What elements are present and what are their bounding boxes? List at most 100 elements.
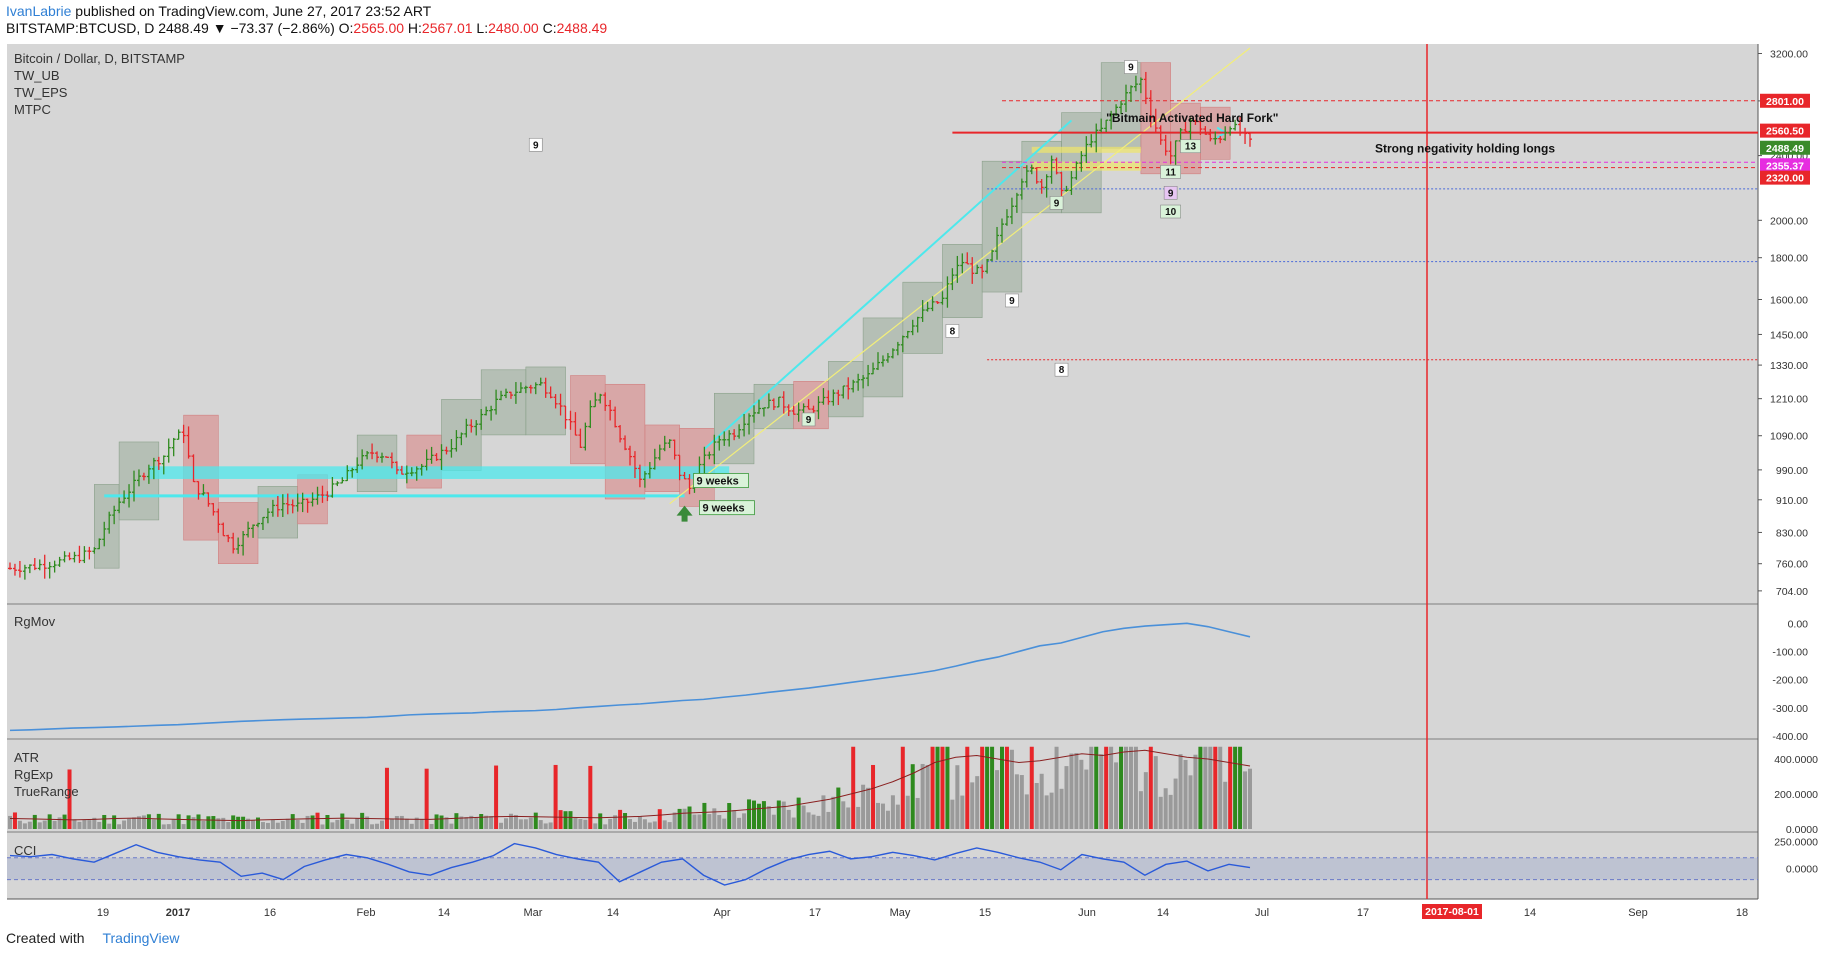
atr-bar-50 <box>256 817 260 829</box>
x-tick-16: 14 <box>1524 907 1536 919</box>
rgmov-tick-2: -200.00 <box>1772 675 1808 687</box>
atr-bar-75 <box>380 820 384 829</box>
main-title: Bitcoin / Dollar, D, BITSTAMP <box>14 51 185 66</box>
price-tick-5: 1600.00 <box>1770 295 1808 307</box>
atr-bar-229 <box>1143 772 1148 829</box>
trend-lines <box>669 44 1758 899</box>
atr-bar-207 <box>1034 783 1039 829</box>
cci-pane-bg <box>7 833 1758 899</box>
atr-bar-25 <box>132 817 136 829</box>
atr-bar-138 <box>692 814 697 829</box>
author-link[interactable]: IvanLabrie <box>6 3 72 19</box>
atr-bar-222 <box>1109 746 1114 829</box>
atr-bar-110 <box>553 764 558 829</box>
atr-bar-105 <box>528 817 533 829</box>
atr-bar-249 <box>1243 771 1248 829</box>
atr-line <box>9 749 1251 822</box>
price-tick-11: 910.00 <box>1776 495 1808 507</box>
x-tick-bg-15 <box>1422 904 1482 919</box>
x-tick-3: Feb <box>357 907 376 919</box>
publish-info: IvanLabrie published on TradingView.com,… <box>6 3 431 19</box>
atr-bar-98 <box>494 765 499 829</box>
cyan-trendline <box>703 119 1073 450</box>
tradingview-link[interactable]: TradingView <box>102 930 180 946</box>
atr-bar-87 <box>439 815 444 829</box>
count-tag-bg-7 <box>1180 139 1201 154</box>
price-label-4: 2320.00 <box>1766 173 1804 185</box>
x-tick-6: 14 <box>607 907 619 919</box>
atr-bar-9 <box>52 820 57 829</box>
support-zones <box>104 146 1141 498</box>
atr-bar-34 <box>176 814 181 829</box>
price-axis-bg <box>1758 44 1824 899</box>
atr-bar-58 <box>295 820 300 829</box>
atr-bar-126 <box>632 821 637 829</box>
x-tick-5: Mar <box>524 907 543 919</box>
atr-bar-234 <box>1168 794 1173 829</box>
atr-bar-121 <box>608 818 613 829</box>
atr-bar-161 <box>806 812 811 829</box>
count-tag-1: 8 <box>950 326 956 337</box>
atr-bar-179 <box>895 804 900 829</box>
atr-bar-240 <box>1198 746 1203 829</box>
atr-bar-14 <box>77 821 82 829</box>
atr-bar-74 <box>375 823 380 829</box>
rgmov-line <box>9 622 1251 732</box>
atr-tick-0: 400.0000 <box>1774 754 1818 766</box>
atr-bar-193 <box>965 746 970 829</box>
atr-bar-29 <box>151 819 156 829</box>
price-label-0: 2801.00 <box>1766 96 1804 108</box>
atr-bar-20 <box>107 823 112 829</box>
atr-bar-159 <box>796 797 801 829</box>
atr-bar-93 <box>469 815 474 829</box>
atr-bar-185 <box>925 765 930 829</box>
atr-bar-83 <box>419 819 424 829</box>
count-tag-9: 10 <box>1165 207 1177 218</box>
price-label-bg-2 <box>1760 140 1810 155</box>
cci-series: 250.0000 0.0000 <box>7 836 1818 886</box>
price-label-bg-0 <box>1760 93 1810 108</box>
atr-bar-190 <box>950 799 955 829</box>
atr-bar-125 <box>628 819 632 829</box>
atr-bar-176 <box>880 803 885 829</box>
atr-bar-52 <box>265 822 270 829</box>
atr-bar-216 <box>1079 759 1084 829</box>
count-tag-0: 9 <box>533 140 539 151</box>
atr-bar-231 <box>1153 756 1158 829</box>
atr-bar-62 <box>315 812 320 829</box>
atr-bar-243 <box>1213 746 1218 829</box>
atr-bar-94 <box>474 817 479 829</box>
atr-bar-137 <box>687 806 692 829</box>
atr-bar-72 <box>365 816 370 829</box>
x-tick-8: 17 <box>809 907 821 919</box>
atr-bar-45 <box>231 815 236 829</box>
atr-bar-152 <box>761 801 766 829</box>
atr-bar-160 <box>801 805 806 829</box>
count-tag-4: 9 <box>1128 63 1134 74</box>
atr-bar-209 <box>1044 795 1049 829</box>
chart-svg[interactable]: "Bitmain Activated Hard Fork" Strong nega… <box>0 0 1824 930</box>
atr-bar-79 <box>399 815 404 829</box>
atr-bar-217 <box>1084 769 1089 829</box>
atr-bar-47 <box>241 816 246 829</box>
atr-bar-55 <box>280 820 285 829</box>
pattern-box-15 <box>714 392 755 465</box>
atr-bar-141 <box>707 814 712 829</box>
atr-bar-24 <box>127 818 132 829</box>
atr-bar-35 <box>181 824 186 829</box>
atr-bar-51 <box>260 822 265 829</box>
atr-bar-7 <box>42 820 47 829</box>
atr-bar-167 <box>836 787 841 829</box>
atr-bar-233 <box>1163 788 1168 829</box>
x-tick-12: 14 <box>1157 907 1169 919</box>
atr-bar-175 <box>876 802 880 829</box>
atr-bar-18 <box>97 821 102 829</box>
atr-bar-149 <box>747 799 752 829</box>
support-zone-upper <box>148 466 730 479</box>
atr-bar-77 <box>389 818 394 829</box>
atr-bar-85 <box>429 823 434 829</box>
atr-bar-201 <box>1004 746 1009 829</box>
yellow-trendline <box>669 47 1251 505</box>
symbol-label: BITSTAMP:BTCUSD, D <box>6 20 155 36</box>
